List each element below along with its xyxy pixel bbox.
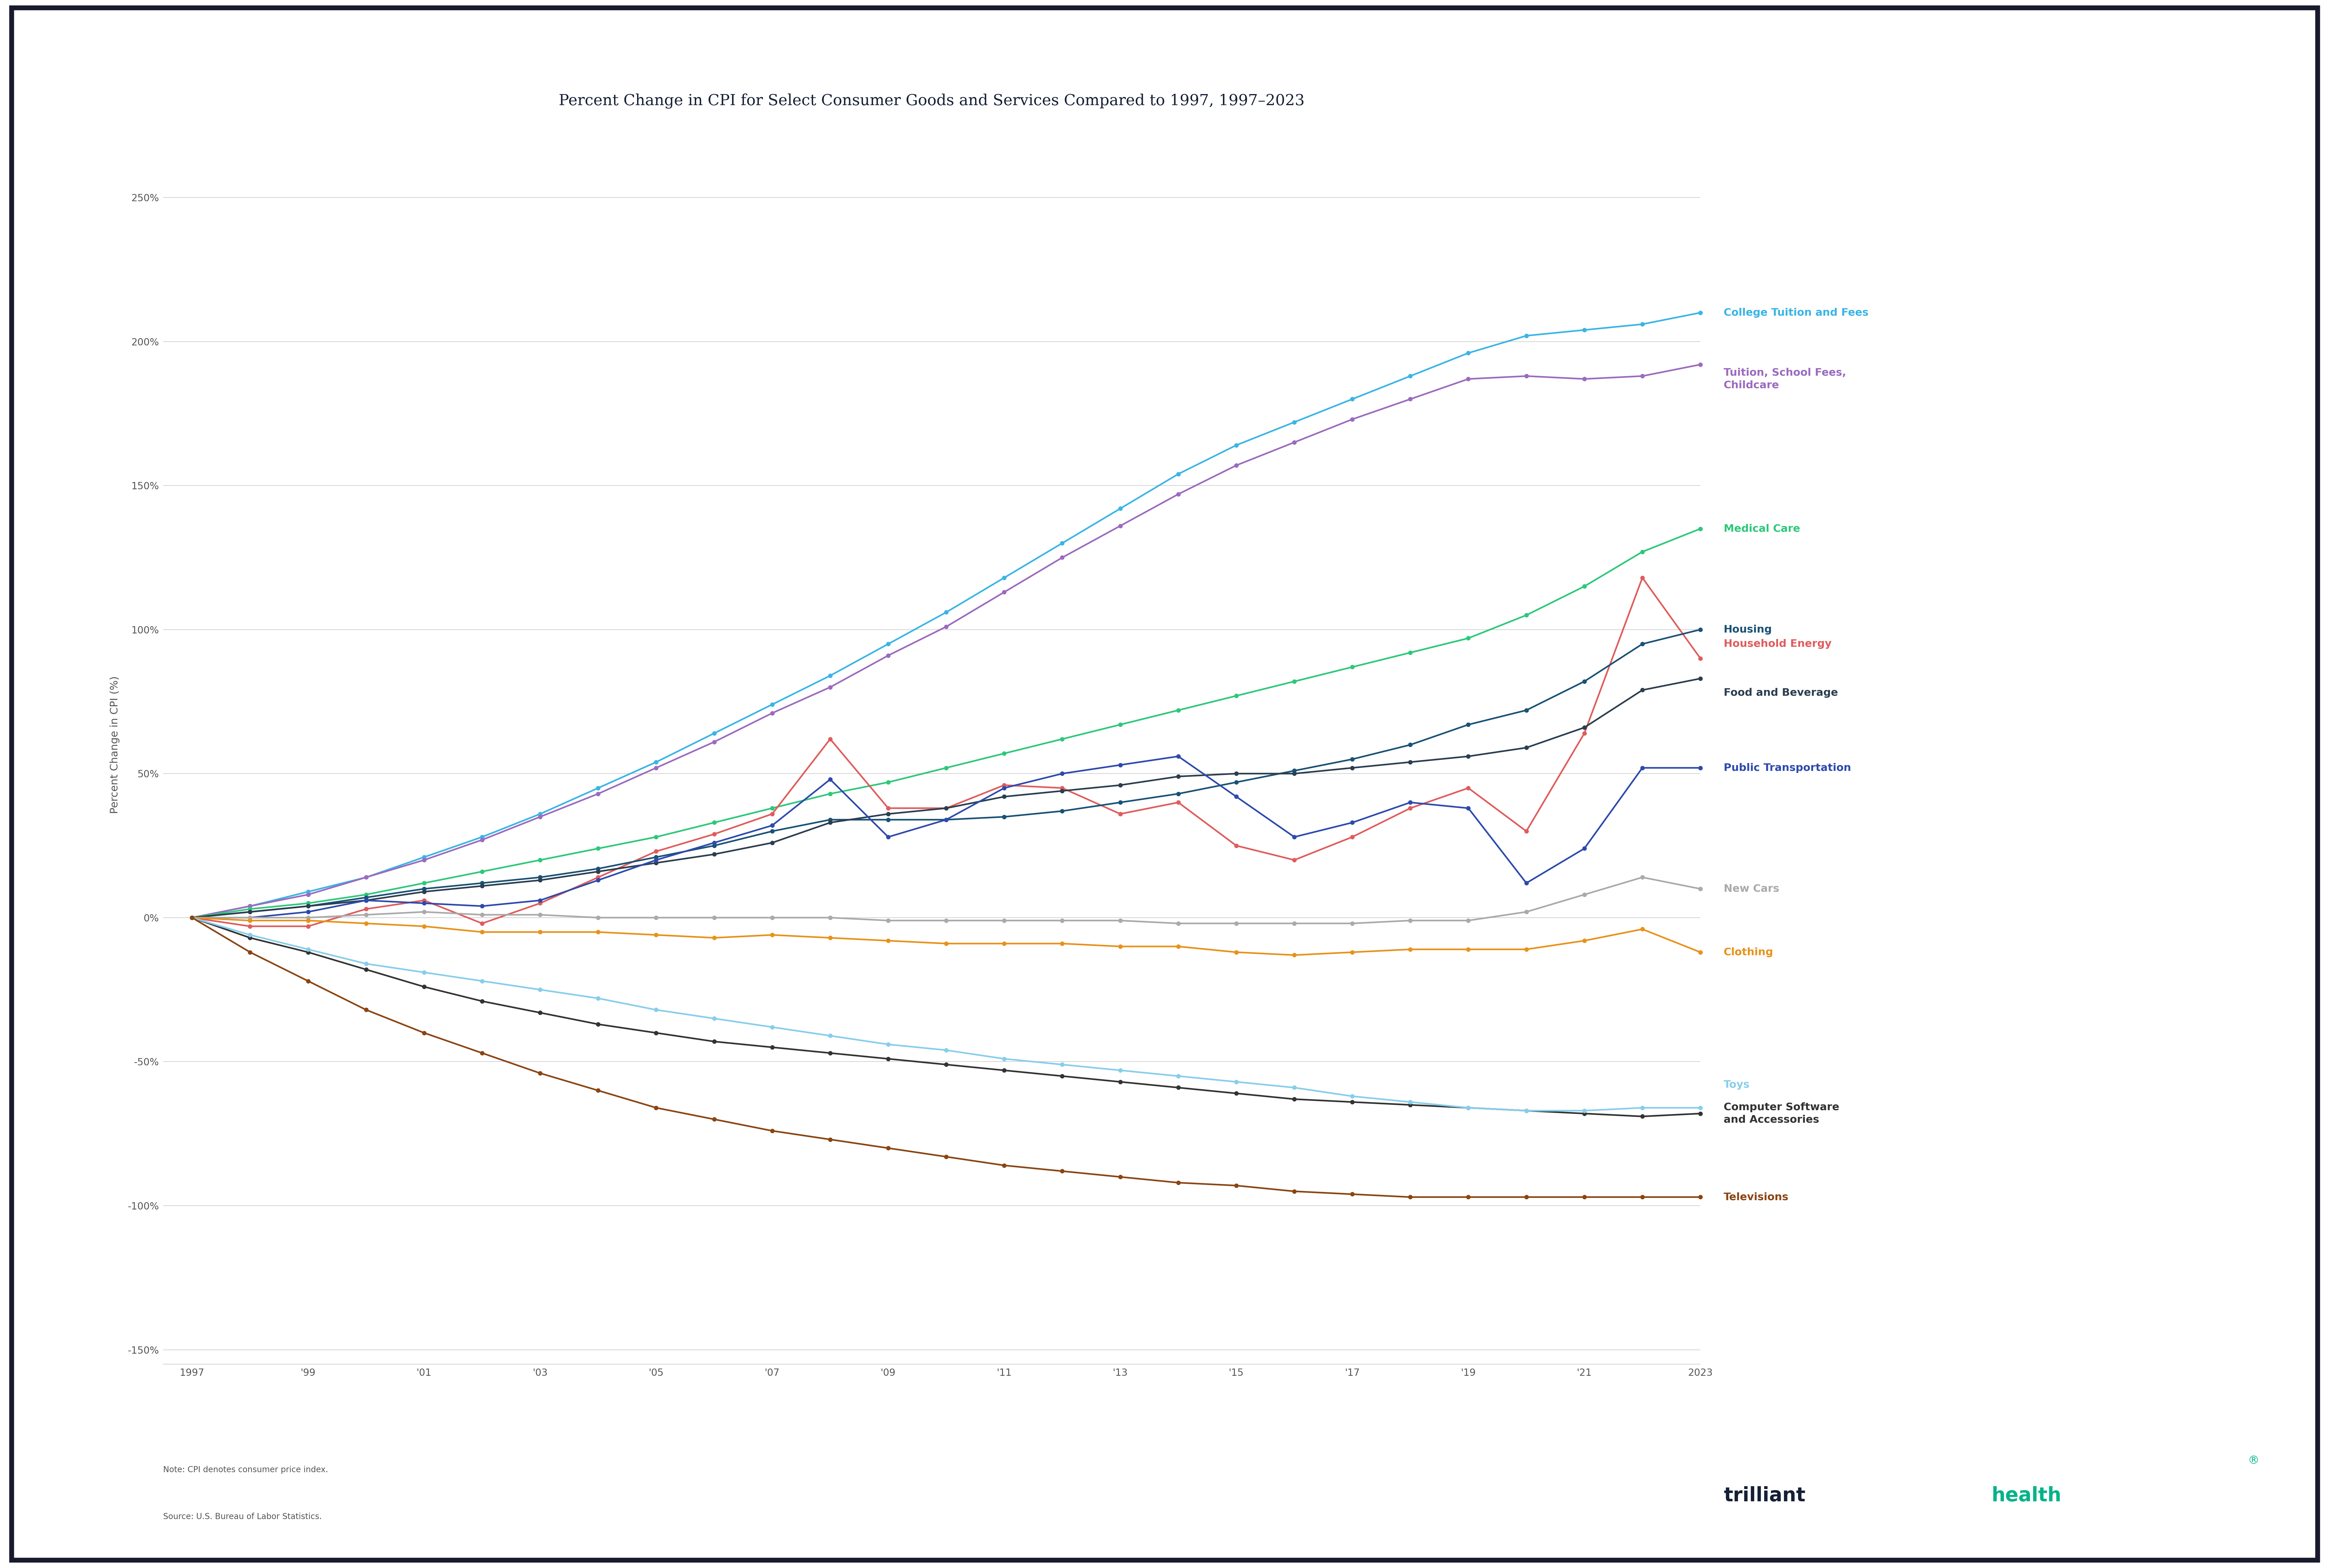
Text: Toys: Toys bbox=[1723, 1080, 1749, 1090]
Text: Source: U.S. Bureau of Labor Statistics.: Source: U.S. Bureau of Labor Statistics. bbox=[163, 1513, 321, 1521]
Text: trilliant: trilliant bbox=[1723, 1486, 1805, 1505]
Text: Televisions: Televisions bbox=[1723, 1192, 1789, 1203]
Text: Tuition, School Fees,
Childcare: Tuition, School Fees, Childcare bbox=[1723, 368, 1847, 390]
Text: New Cars: New Cars bbox=[1723, 884, 1779, 894]
Text: Food and Beverage: Food and Beverage bbox=[1723, 688, 1838, 698]
Text: ®: ® bbox=[2247, 1455, 2259, 1466]
Text: Note: CPI denotes consumer price index.: Note: CPI denotes consumer price index. bbox=[163, 1466, 328, 1474]
Text: Public Transportation: Public Transportation bbox=[1723, 764, 1852, 773]
Text: College Tuition and Fees: College Tuition and Fees bbox=[1723, 307, 1868, 318]
Text: Clothing: Clothing bbox=[1723, 947, 1772, 956]
Text: Computer Software
and Accessories: Computer Software and Accessories bbox=[1723, 1102, 1840, 1124]
Text: health: health bbox=[1991, 1486, 2061, 1505]
Text: Household Energy: Household Energy bbox=[1723, 640, 1831, 649]
Y-axis label: Percent Change in CPI (%): Percent Change in CPI (%) bbox=[109, 676, 119, 814]
Title: Percent Change in CPI for Select Consumer Goods and Services Compared to 1997, 1: Percent Change in CPI for Select Consume… bbox=[559, 94, 1304, 108]
Text: Medical Care: Medical Care bbox=[1723, 524, 1800, 533]
Text: Housing: Housing bbox=[1723, 624, 1772, 635]
